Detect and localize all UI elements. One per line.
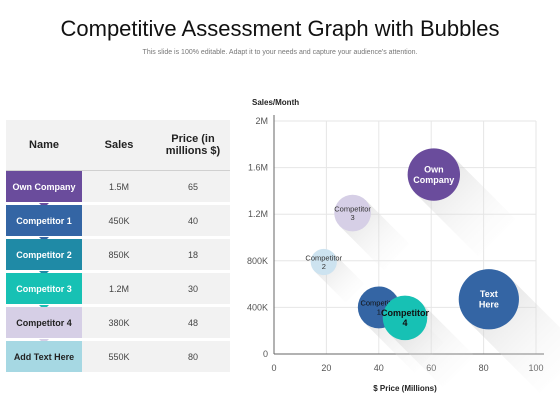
- row-name: Add Text Here: [13, 351, 75, 362]
- bubble-label: Company: [413, 175, 454, 185]
- row-price: 80: [156, 339, 230, 375]
- bubble-label: Competitor: [360, 299, 397, 308]
- row-name: Own Company: [12, 181, 76, 192]
- bubble-label: 1: [377, 307, 381, 316]
- bubble-label: Competitor: [334, 204, 371, 213]
- row-name-cell: Add Text Here: [6, 339, 82, 375]
- bubble: [382, 295, 428, 341]
- header-sales: Sales: [82, 120, 156, 171]
- x-tick-label: 80: [479, 363, 489, 373]
- row-price: 65: [156, 170, 230, 205]
- page-title: Competitive Assessment Graph with Bubble…: [60, 16, 500, 41]
- bubble: [310, 248, 337, 276]
- competitor-table: Name Sales Price (in millions $) Own Com…: [6, 120, 230, 375]
- row-price: 30: [156, 271, 230, 307]
- table-row: Add Text Here 550K 80: [6, 339, 230, 375]
- bubble: [407, 148, 461, 201]
- y-tick-label: 800K: [247, 256, 268, 266]
- row-name: Competitor 1: [16, 215, 72, 226]
- table-row: Competitor 3 1.2M 30: [6, 271, 230, 310]
- table-row: Competitor 4 380K 48: [6, 305, 230, 344]
- row-name-cell: Own Company: [6, 170, 82, 208]
- x-tick-label: 0: [271, 363, 276, 373]
- x-tick-label: 40: [374, 363, 384, 373]
- row-price: 48: [156, 305, 230, 341]
- header-name: Name: [6, 120, 82, 171]
- row-name-cell: Competitor 3: [6, 271, 82, 310]
- row-sales: 450K: [82, 203, 156, 239]
- bubble-label: 4: [402, 318, 407, 328]
- bubble-label: 2: [322, 262, 326, 271]
- y-tick-label: 1.2M: [248, 209, 268, 219]
- row-sales: 550K: [82, 339, 156, 375]
- bubble-label: Own: [424, 165, 444, 175]
- row-sales: 1.5M: [82, 170, 156, 205]
- table-header-row: Name Sales Price (in millions $): [6, 120, 230, 171]
- row-sales: 380K: [82, 305, 156, 341]
- table-row: Competitor 1 450K 40: [6, 203, 230, 242]
- x-axis-title: $ Price (Millions): [373, 384, 437, 393]
- page-subtitle: This slide is 100% editable. Adapt it to…: [142, 49, 418, 56]
- y-axis-title: Sales/Month: [252, 98, 299, 107]
- row-name: Competitor 2: [16, 249, 72, 260]
- row-sales: 1.2M: [82, 271, 156, 307]
- table-row: Competitor 2 850K 18: [6, 237, 230, 276]
- bubble-label: Here: [479, 300, 499, 310]
- row-sales: 850K: [82, 237, 156, 273]
- row-name: Competitor 3: [16, 283, 72, 294]
- bubble: [458, 269, 519, 330]
- row-name-cell: Competitor 2: [6, 237, 82, 276]
- row-price: 40: [156, 203, 230, 239]
- bubble-label: Text: [480, 289, 498, 299]
- row-name-cell: Competitor 4: [6, 305, 82, 344]
- row-name: Competitor 4: [16, 317, 72, 328]
- row-price: 18: [156, 237, 230, 273]
- x-tick-label: 20: [321, 363, 331, 373]
- y-tick-label: 1.6M: [248, 163, 268, 173]
- y-tick-label: 2M: [255, 116, 268, 126]
- table-row: Own Company 1.5M 65: [6, 170, 230, 208]
- y-tick-label: 0: [263, 349, 268, 359]
- bubble-label: Competitor: [381, 308, 429, 318]
- header-price: Price (in millions $): [156, 120, 230, 171]
- bubble-label: 3: [351, 213, 355, 222]
- bubble: [334, 194, 371, 232]
- y-tick-label: 400K: [247, 302, 268, 312]
- bubble-label: Competitor: [305, 253, 342, 262]
